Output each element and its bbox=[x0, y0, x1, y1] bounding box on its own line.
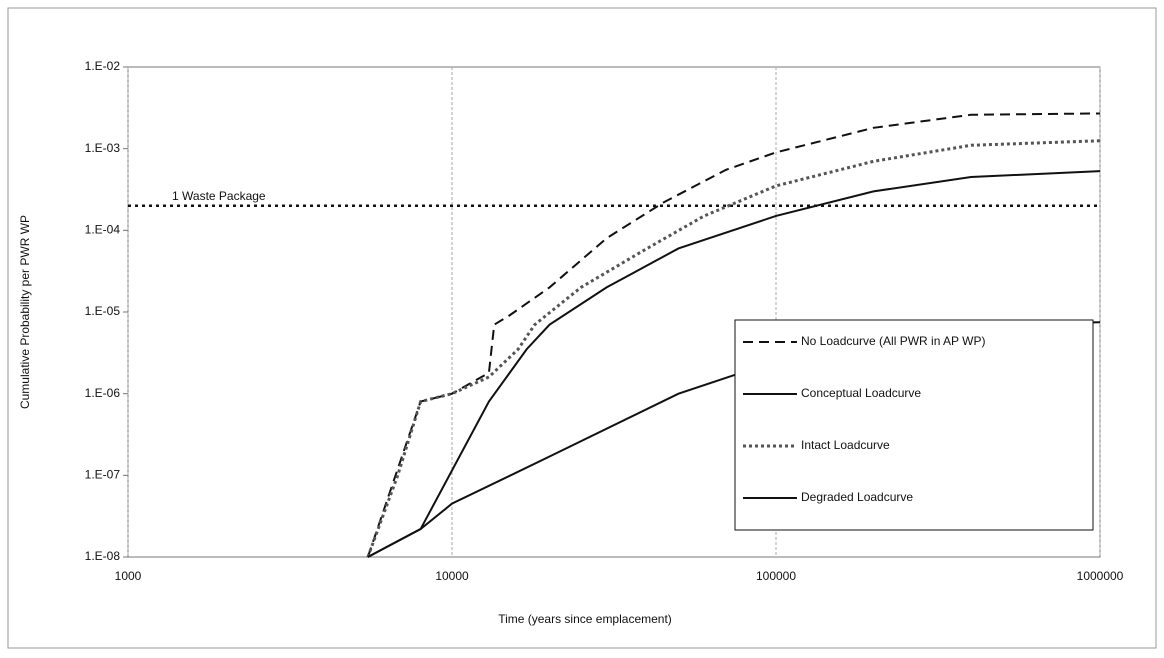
y-tick-label: 1.E-04 bbox=[85, 223, 121, 237]
legend-label: Degraded Loadcurve bbox=[801, 490, 913, 504]
y-axis-label: Cumulative Probability per PWR WP bbox=[18, 215, 32, 409]
legend-box bbox=[734, 319, 1094, 531]
y-tick-label: 1.E-06 bbox=[85, 386, 121, 400]
y-tick-label: 1.E-07 bbox=[85, 468, 121, 482]
y-tick-label: 1.E-08 bbox=[85, 549, 121, 563]
legend-label: Conceptual Loadcurve bbox=[801, 386, 921, 400]
x-tick-label: 10000 bbox=[435, 569, 469, 583]
x-tick-label: 1000000 bbox=[1077, 569, 1124, 583]
reference-label: 1 Waste Package bbox=[172, 189, 266, 203]
legend-label: Intact Loadcurve bbox=[801, 438, 890, 452]
x-axis-label: Time (years since emplacement) bbox=[498, 612, 672, 626]
series-line bbox=[366, 139, 1101, 558]
series-line bbox=[366, 112, 1101, 558]
legend-label: No Loadcurve (All PWR in AP WP) bbox=[801, 334, 986, 348]
x-tick-label: 100000 bbox=[756, 569, 796, 583]
x-tick-label: 1000 bbox=[115, 569, 142, 583]
y-tick-label: 1.E-05 bbox=[85, 304, 121, 318]
series-line bbox=[367, 170, 1101, 558]
y-tick-label: 1.E-03 bbox=[85, 141, 121, 155]
y-tick-label: 1.E-02 bbox=[85, 59, 121, 73]
